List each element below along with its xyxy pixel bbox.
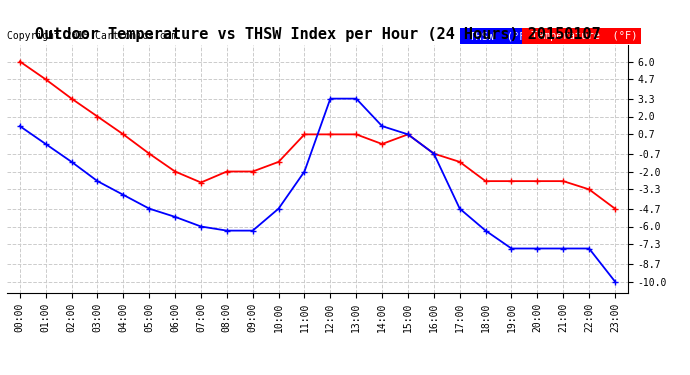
Text: Temperature  (°F): Temperature (°F) [526,31,638,41]
Text: Copyright 2015 Cartronics.com: Copyright 2015 Cartronics.com [7,31,177,41]
Text: THSW  (°F): THSW (°F) [464,31,532,41]
Title: Outdoor Temperature vs THSW Index per Hour (24 Hours) 20150107: Outdoor Temperature vs THSW Index per Ho… [34,27,600,42]
